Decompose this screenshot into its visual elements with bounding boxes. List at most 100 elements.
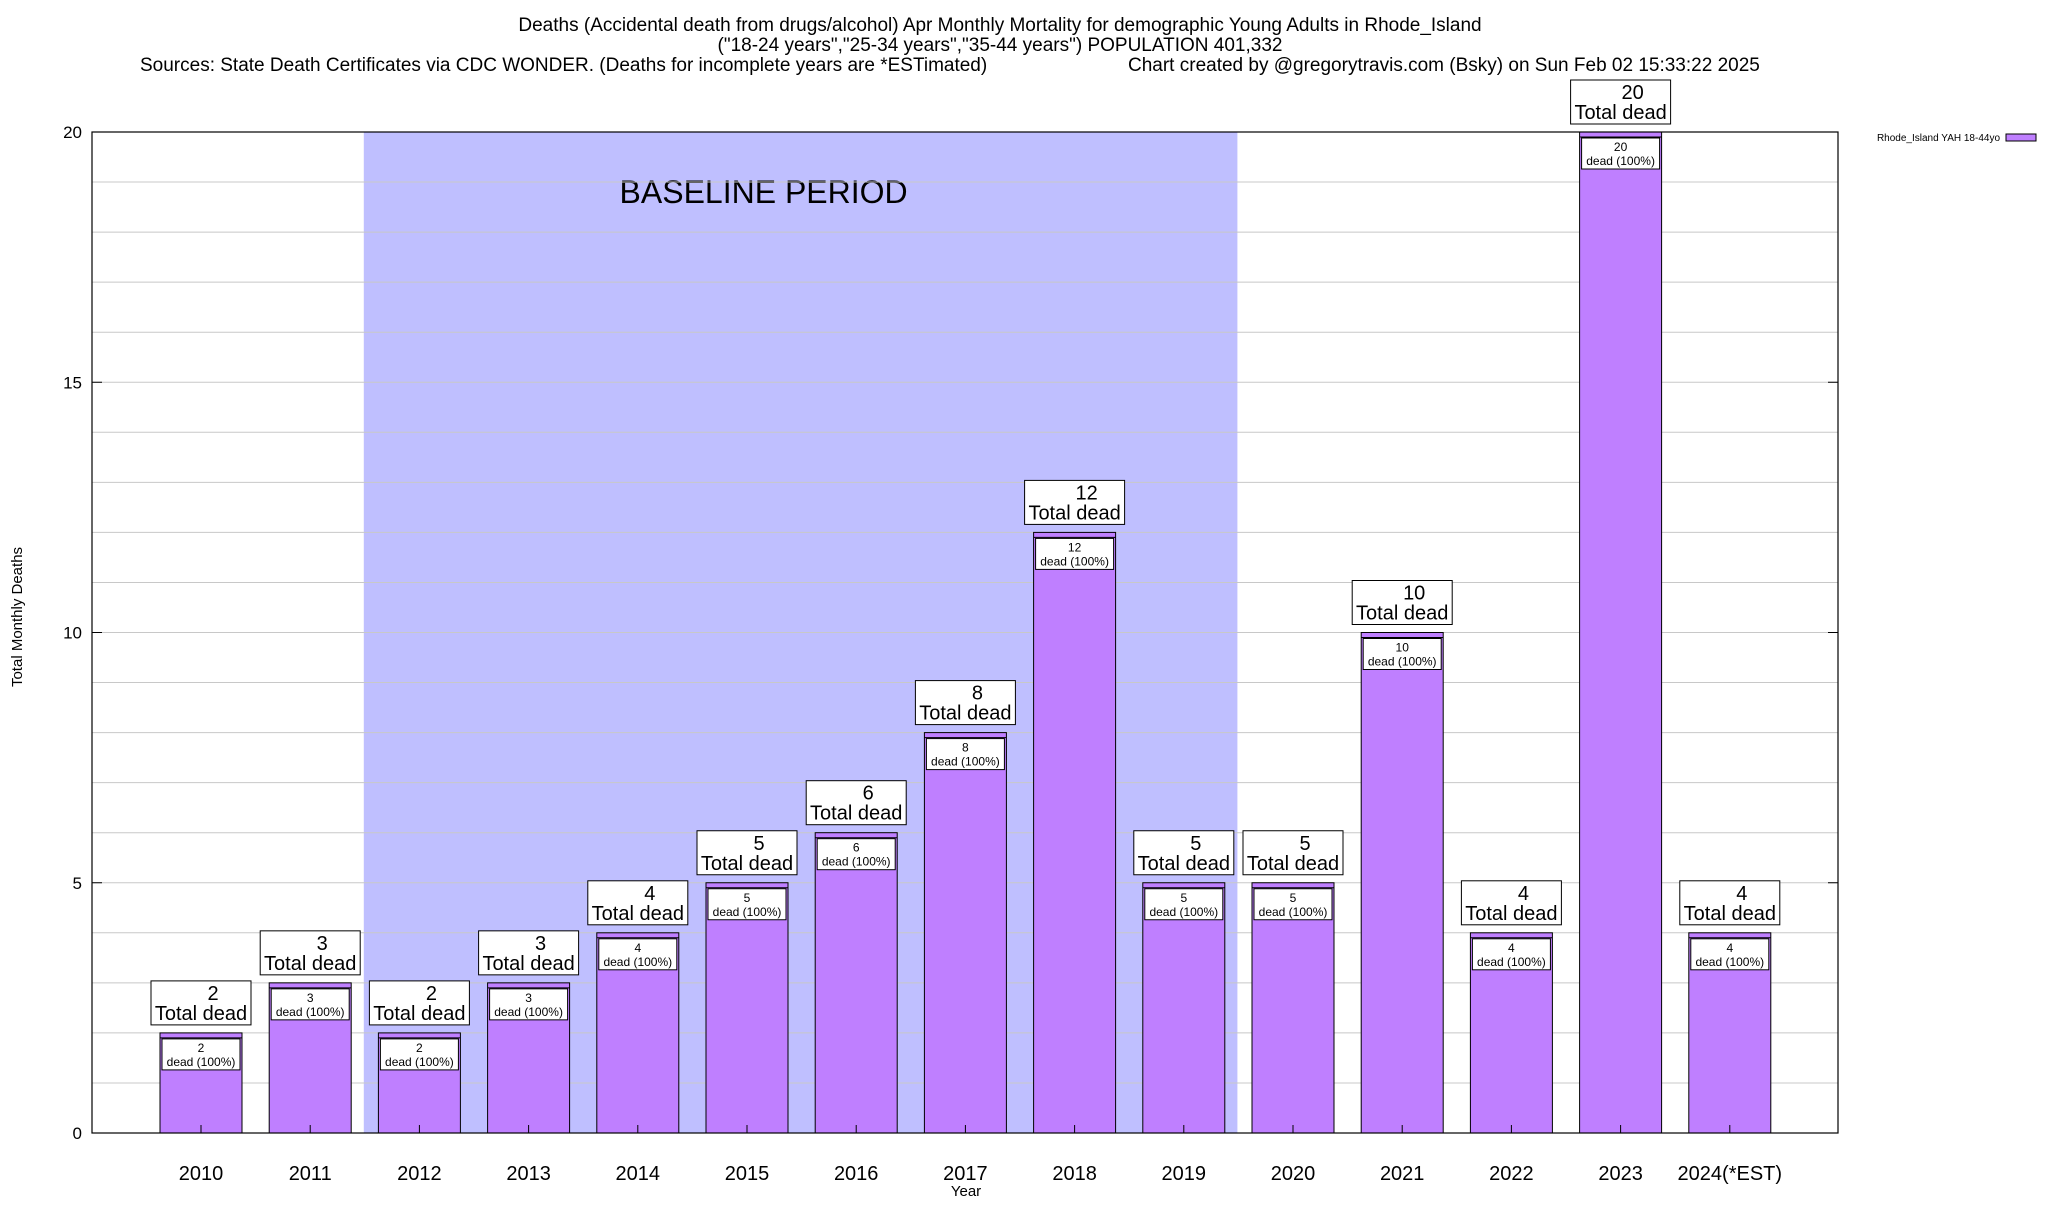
y-tick-label: 20 bbox=[63, 123, 82, 142]
total-label-value: 4 bbox=[644, 883, 655, 905]
total-label-box bbox=[696, 830, 798, 876]
inner-label-box bbox=[489, 988, 569, 1021]
inner-label-value: 4 bbox=[1726, 941, 1733, 955]
total-label-value: 4 bbox=[1736, 883, 1747, 905]
inner-label-value: 3 bbox=[307, 991, 314, 1005]
inner-label-value: 4 bbox=[634, 941, 641, 955]
x-tick-label: 2020 bbox=[1271, 1163, 1316, 1185]
x-tick-label: 2019 bbox=[1162, 1163, 1207, 1185]
x-tick-label: 2016 bbox=[834, 1163, 879, 1185]
total-label-text: Total dead bbox=[1247, 853, 1339, 875]
bar bbox=[1579, 131, 1663, 1134]
total-label-box bbox=[368, 980, 470, 1026]
inner-label-text: dead (100%) bbox=[1259, 905, 1328, 919]
inner-label-text: dead (100%) bbox=[1477, 955, 1546, 969]
inner-label-value: 5 bbox=[744, 891, 751, 905]
chart-credit: Chart created by @gregorytravis.com (Bsk… bbox=[1128, 55, 1760, 76]
x-tick-label: 2022 bbox=[1489, 1163, 1534, 1185]
total-label-value: 3 bbox=[317, 933, 328, 955]
y-axis-label: Total Monthly Deaths bbox=[9, 547, 26, 687]
inner-label-value: 20 bbox=[1614, 140, 1628, 154]
inner-label-box bbox=[1471, 938, 1551, 971]
inner-label-value: 12 bbox=[1068, 540, 1082, 554]
x-tick-label: 2013 bbox=[506, 1163, 551, 1185]
total-label-text: Total dead bbox=[701, 853, 793, 875]
total-label-text: Total dead bbox=[1356, 603, 1448, 625]
bar bbox=[705, 882, 789, 1134]
inner-label-text: dead (100%) bbox=[385, 1055, 454, 1069]
total-label-value: 5 bbox=[1299, 833, 1310, 855]
inner-label-box bbox=[1253, 888, 1333, 921]
inner-label-text: dead (100%) bbox=[1149, 905, 1218, 919]
total-label-box bbox=[478, 930, 580, 976]
chart-title-line1: Deaths (Accidental death from drugs/alco… bbox=[518, 15, 1481, 36]
inner-label-text: dead (100%) bbox=[822, 855, 891, 869]
total-label-text: Total dead bbox=[1465, 903, 1557, 925]
bar bbox=[1033, 531, 1117, 1134]
x-tick-label: 2014 bbox=[616, 1163, 661, 1185]
x-tick-label: 2021 bbox=[1380, 1163, 1425, 1185]
legend-label: Rhode_Island YAH 18-44yo bbox=[1877, 133, 2000, 144]
total-label-text: Total dead bbox=[482, 953, 574, 975]
inner-label-box bbox=[1035, 537, 1115, 570]
inner-label-text: dead (100%) bbox=[603, 955, 672, 969]
x-tick-label: 2015 bbox=[725, 1163, 770, 1185]
inner-label-box bbox=[707, 888, 787, 921]
total-label-value: 12 bbox=[1075, 482, 1097, 504]
x-tick-label: 2012 bbox=[397, 1163, 442, 1185]
total-label-text: Total dead bbox=[1138, 853, 1230, 875]
inner-label-value: 8 bbox=[962, 741, 969, 755]
plot-frame bbox=[91, 131, 1839, 1134]
y-tick-label: 10 bbox=[63, 624, 82, 643]
total-label-text: Total dead bbox=[1028, 502, 1120, 524]
inner-label-box bbox=[270, 988, 350, 1021]
total-label-value: 2 bbox=[426, 983, 437, 1005]
inner-label-value: 5 bbox=[1290, 891, 1297, 905]
total-label-text: Total dead bbox=[264, 953, 356, 975]
baseline-period-label: BASELINE PERIOD bbox=[620, 174, 908, 210]
total-label-box bbox=[805, 780, 907, 826]
total-label-text: Total dead bbox=[155, 1003, 247, 1025]
inner-label-text: dead (100%) bbox=[1586, 154, 1655, 168]
total-label-value: 2 bbox=[207, 983, 218, 1005]
bar bbox=[814, 832, 898, 1134]
inner-label-text: dead (100%) bbox=[931, 755, 1000, 769]
total-label-value: 5 bbox=[1190, 833, 1201, 855]
x-tick-label: 2018 bbox=[1052, 1163, 1097, 1185]
bar bbox=[1251, 882, 1335, 1134]
total-label-box bbox=[587, 880, 689, 926]
inner-label-value: 3 bbox=[525, 991, 532, 1005]
inner-label-text: dead (100%) bbox=[1040, 554, 1109, 568]
inner-label-text: dead (100%) bbox=[167, 1055, 236, 1069]
bar bbox=[923, 732, 1007, 1134]
chart-title-line2: ("18-24 years","25-34 years","35-44 year… bbox=[718, 35, 1283, 56]
total-label-box bbox=[1133, 830, 1235, 876]
inner-label-text: dead (100%) bbox=[276, 1005, 345, 1019]
inner-label-value: 2 bbox=[416, 1041, 423, 1055]
total-label-text: Total dead bbox=[919, 703, 1011, 725]
total-label-box bbox=[1242, 830, 1344, 876]
total-label-value: 6 bbox=[863, 783, 874, 805]
y-tick-label: 15 bbox=[63, 373, 82, 392]
inner-label-value: 2 bbox=[198, 1041, 205, 1055]
total-label-value: 8 bbox=[972, 683, 983, 705]
legend-swatch bbox=[2005, 133, 2037, 142]
inner-label-value: 4 bbox=[1508, 941, 1515, 955]
total-label-box bbox=[150, 980, 252, 1026]
y-tick-label: 0 bbox=[73, 1124, 82, 1143]
inner-label-text: dead (100%) bbox=[494, 1005, 563, 1019]
inner-label-value: 5 bbox=[1180, 891, 1187, 905]
total-label-text: Total dead bbox=[373, 1003, 465, 1025]
x-tick-label: 2017 bbox=[943, 1163, 988, 1185]
total-label-value: 4 bbox=[1518, 883, 1529, 905]
inner-label-box bbox=[1690, 938, 1770, 971]
total-label-box bbox=[914, 680, 1016, 726]
inner-label-text: dead (100%) bbox=[1368, 655, 1437, 669]
inner-label-box bbox=[161, 1038, 241, 1071]
total-label-value: 3 bbox=[535, 933, 546, 955]
inner-label-box bbox=[816, 838, 896, 871]
total-label-box bbox=[1570, 79, 1672, 125]
